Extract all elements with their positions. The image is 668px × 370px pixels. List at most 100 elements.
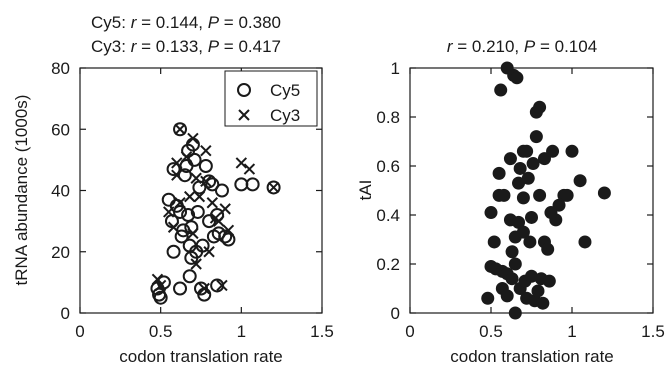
cy5-point — [182, 269, 197, 284]
cy5-point — [174, 229, 189, 244]
right-y-axis-label: tAI — [356, 180, 375, 201]
y-tick-label: 0.2 — [376, 255, 400, 274]
cy3-point — [190, 258, 202, 270]
cy5-point — [181, 208, 196, 222]
tai-point — [560, 188, 574, 202]
left-x-axis-label: codon translation rate — [119, 347, 283, 366]
tai-point — [529, 130, 543, 144]
tai-point — [541, 242, 555, 256]
tai-point — [484, 206, 498, 220]
legend-label-cy3: Cy3 — [270, 106, 300, 125]
tai-point — [512, 176, 526, 190]
cy3-point — [216, 279, 228, 292]
tai-point — [565, 144, 579, 158]
right-ticks: 0 0.5 1 1.5 0 0.2 0.4 0.6 0.8 1 — [376, 59, 664, 341]
x-tick-label: 0.5 — [149, 322, 173, 341]
right-x-axis-label: codon translation rate — [450, 347, 614, 366]
cy5-point — [166, 162, 181, 177]
right-title-line-1: r = 0.210, P = 0.104 — [447, 37, 597, 56]
tai-point — [497, 188, 511, 202]
cy5-point — [195, 238, 210, 253]
cy3-point — [171, 169, 183, 181]
tai-point — [526, 157, 540, 171]
legend-circle-marker-icon — [237, 83, 251, 97]
cy3-point — [190, 172, 202, 184]
cy3-point — [174, 197, 186, 209]
tai-point — [516, 191, 530, 205]
cy5-point — [190, 204, 205, 219]
x-tick-label: 0 — [405, 322, 414, 341]
cy5-point — [153, 290, 168, 305]
tai-point — [544, 206, 558, 220]
cy5-point — [218, 229, 233, 244]
tai-point — [500, 289, 514, 303]
cy5-point — [266, 180, 281, 195]
tai-point — [520, 144, 534, 158]
cy5-point — [177, 168, 192, 183]
cy3-point — [174, 123, 186, 135]
cy5-point — [202, 174, 217, 189]
left-scatter-panel: Cy5: r = 0.144, P = 0.380 Cy3: r = 0.133… — [12, 13, 334, 366]
cy3-point — [198, 282, 210, 295]
cy3-point — [222, 224, 235, 237]
cy3-point — [203, 246, 215, 258]
tai-point — [481, 291, 495, 305]
y-tick-label: 60 — [51, 120, 70, 139]
y-tick-label: 0.8 — [376, 108, 400, 127]
cy3-point — [183, 190, 196, 203]
tai-point — [510, 71, 524, 85]
legend-x-marker-icon — [238, 109, 250, 121]
tai-point — [513, 161, 527, 175]
cy3-point — [235, 157, 248, 169]
cy3-point — [243, 163, 256, 175]
cy3-point — [154, 279, 167, 292]
cy3-point — [167, 221, 180, 233]
left-data-marks — [150, 122, 281, 305]
tai-point — [492, 166, 506, 180]
tai-point — [487, 235, 501, 249]
tai-point — [536, 296, 550, 310]
x-tick-label: 1.5 — [641, 322, 665, 341]
tai-point — [525, 269, 538, 283]
tai-point — [523, 235, 537, 249]
y-tick-label: 0.6 — [376, 157, 400, 176]
x-tick-label: 1 — [567, 322, 576, 341]
y-tick-label: 0 — [391, 304, 400, 323]
cy3-point — [187, 227, 199, 240]
cy5-point — [184, 220, 199, 235]
tai-point — [505, 245, 519, 259]
cy3-point — [151, 273, 164, 286]
cy3-point — [200, 144, 212, 157]
cy3-point — [200, 175, 212, 188]
tai-point — [573, 174, 587, 188]
cy3-point — [163, 206, 175, 218]
y-tick-label: 20 — [51, 243, 70, 262]
cy5-point — [161, 192, 176, 207]
tai-point — [508, 257, 522, 271]
left-y-axis-label: tRNA abundance (1000s) — [12, 95, 31, 286]
left-title-line-1: Cy5: r = 0.144, P = 0.380 — [91, 13, 281, 32]
cy3-point — [219, 203, 231, 215]
tai-point — [494, 83, 508, 97]
cy5-point — [198, 159, 213, 173]
x-tick-label: 1 — [237, 322, 246, 341]
tai-point — [505, 272, 519, 286]
right-data-marks — [481, 61, 611, 320]
left-title-line-2: Cy3: r = 0.133, P = 0.417 — [91, 37, 281, 56]
cy5-point — [173, 204, 188, 219]
tai-point — [546, 144, 560, 158]
tai-point — [512, 215, 526, 229]
cy5-point — [173, 122, 188, 137]
y-tick-label: 1 — [391, 59, 400, 78]
cy5-point — [234, 177, 249, 192]
right-scatter-panel: r = 0.210, P = 0.104 0 0.5 1 1.500.20.40.60… — [356, 37, 665, 366]
cy3-point — [180, 151, 193, 163]
y-tick-label: 40 — [51, 182, 70, 201]
cy5-point — [221, 232, 236, 247]
cy3-point — [193, 190, 206, 203]
y-tick-label: 0.4 — [376, 206, 400, 225]
x-tick-label: 0 — [75, 322, 84, 341]
cy3-point — [206, 197, 219, 209]
left-ticks: 0 0.5 1 1.5 0 20 40 60 80 — [51, 59, 334, 341]
